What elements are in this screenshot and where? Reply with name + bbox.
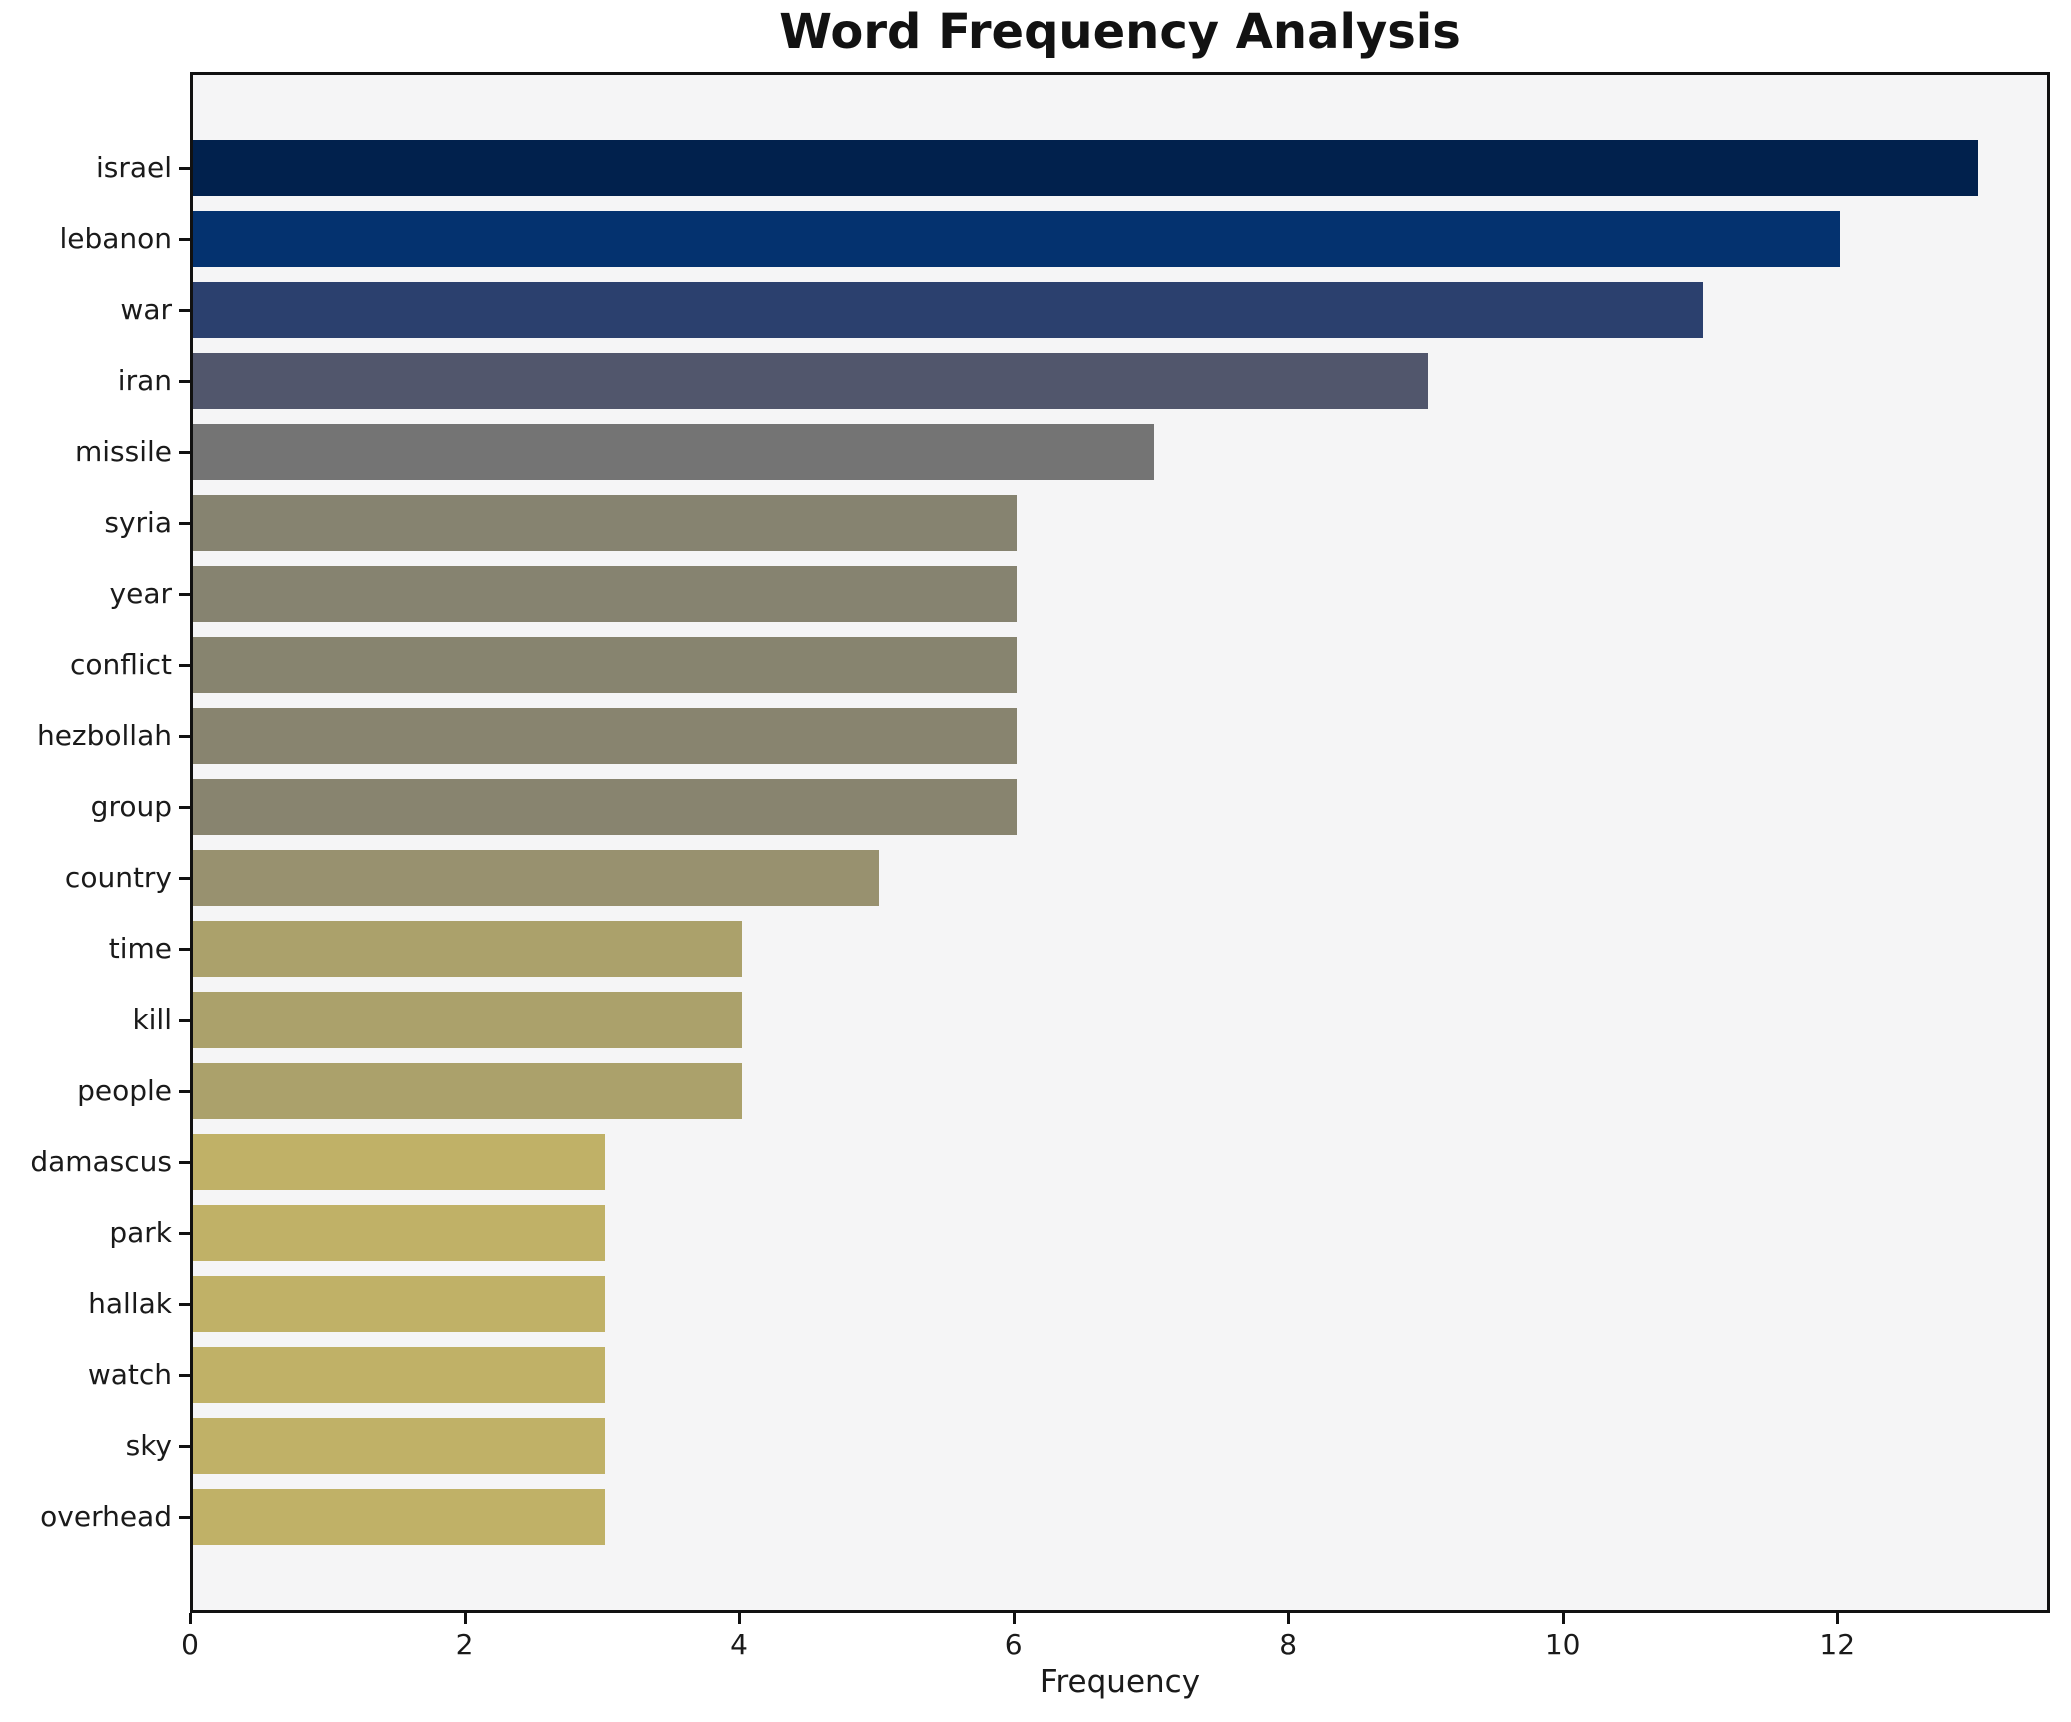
bar-missile bbox=[193, 424, 1154, 480]
y-tick-label-hezbollah: hezbollah bbox=[36, 719, 172, 752]
y-tick-mark bbox=[179, 309, 190, 312]
x-tick-mark bbox=[1012, 1613, 1016, 1624]
x-tick-mark bbox=[1561, 1613, 1565, 1624]
y-tick-label-country: country bbox=[64, 861, 172, 894]
y-tick-label-time: time bbox=[108, 932, 172, 965]
x-tick-label-10: 10 bbox=[1544, 1628, 1581, 1661]
bar-overhead bbox=[193, 1489, 605, 1545]
y-tick-mark bbox=[179, 664, 190, 667]
y-tick-label-kill: kill bbox=[132, 1003, 172, 1036]
x-axis-title: Frequency bbox=[1039, 1664, 1201, 1700]
y-tick-label-missile: missile bbox=[74, 435, 172, 468]
bar-group bbox=[193, 779, 1017, 835]
y-tick-mark bbox=[179, 735, 190, 738]
bar-war bbox=[193, 282, 1703, 338]
bar-sky bbox=[193, 1418, 605, 1474]
y-tick-mark bbox=[179, 451, 190, 454]
x-tick-label-12: 12 bbox=[1819, 1628, 1856, 1661]
bar-country bbox=[193, 850, 879, 906]
y-tick-label-syria: syria bbox=[104, 506, 172, 539]
bar-syria bbox=[193, 495, 1017, 551]
x-tick-mark bbox=[463, 1613, 467, 1624]
y-tick-mark bbox=[179, 1161, 190, 1164]
x-tick-label-2: 2 bbox=[455, 1628, 474, 1661]
y-tick-mark bbox=[179, 948, 190, 951]
x-tick-label-6: 6 bbox=[1004, 1628, 1023, 1661]
y-tick-mark bbox=[179, 380, 190, 383]
y-tick-label-israel: israel bbox=[95, 151, 172, 184]
y-tick-label-year: year bbox=[109, 577, 172, 610]
y-tick-label-iran: iran bbox=[117, 364, 172, 397]
y-tick-mark bbox=[179, 877, 190, 880]
bar-damascus bbox=[193, 1134, 605, 1190]
y-tick-mark bbox=[179, 1090, 190, 1093]
y-tick-label-park: park bbox=[109, 1216, 172, 1249]
bar-time bbox=[193, 921, 742, 977]
bar-iran bbox=[193, 353, 1428, 409]
x-tick-label-8: 8 bbox=[1279, 1628, 1298, 1661]
y-tick-mark bbox=[179, 593, 190, 596]
bar-hallak bbox=[193, 1276, 605, 1332]
y-tick-label-group: group bbox=[90, 790, 172, 823]
y-tick-mark bbox=[179, 522, 190, 525]
bar-kill bbox=[193, 992, 742, 1048]
y-tick-mark bbox=[179, 806, 190, 809]
bar-lebanon bbox=[193, 211, 1840, 267]
bar-people bbox=[193, 1063, 742, 1119]
x-tick-mark bbox=[1287, 1613, 1291, 1624]
bar-conflict bbox=[193, 637, 1017, 693]
bar-watch bbox=[193, 1347, 605, 1403]
y-tick-label-lebanon: lebanon bbox=[59, 222, 172, 255]
bar-israel bbox=[193, 140, 1978, 196]
y-tick-label-sky: sky bbox=[125, 1429, 172, 1462]
x-tick-label-4: 4 bbox=[730, 1628, 748, 1661]
y-tick-mark bbox=[179, 238, 190, 241]
x-tick-mark bbox=[738, 1613, 742, 1624]
bar-year bbox=[193, 566, 1017, 622]
y-tick-mark bbox=[179, 1232, 190, 1235]
y-tick-label-overhead: overhead bbox=[40, 1500, 172, 1533]
bar-park bbox=[193, 1205, 605, 1261]
y-tick-mark bbox=[179, 1374, 190, 1377]
y-tick-mark bbox=[179, 1019, 190, 1022]
x-tick-mark bbox=[189, 1613, 192, 1624]
y-tick-label-war: war bbox=[120, 293, 172, 326]
y-tick-mark bbox=[179, 167, 190, 170]
y-tick-label-watch: watch bbox=[87, 1358, 172, 1391]
x-tick-mark bbox=[1836, 1613, 1840, 1624]
x-tick-label-0: 0 bbox=[181, 1628, 199, 1661]
y-tick-mark bbox=[179, 1303, 190, 1306]
y-tick-label-hallak: hallak bbox=[88, 1287, 172, 1320]
bar-hezbollah bbox=[193, 708, 1017, 764]
y-tick-mark bbox=[179, 1516, 190, 1519]
plot-area bbox=[190, 72, 2050, 1613]
chart-title: Word Frequency Analysis bbox=[779, 4, 1461, 60]
y-tick-label-damascus: damascus bbox=[30, 1145, 172, 1178]
y-tick-mark bbox=[179, 1445, 190, 1448]
y-tick-label-conflict: conflict bbox=[69, 648, 172, 681]
y-tick-label-people: people bbox=[77, 1074, 172, 1107]
